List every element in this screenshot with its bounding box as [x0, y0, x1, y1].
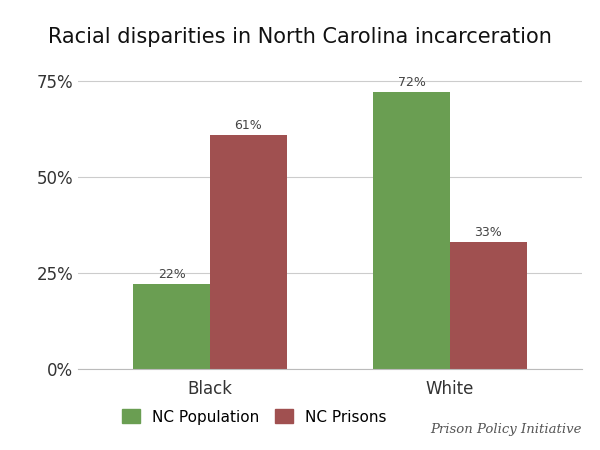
Bar [450, 242, 527, 369]
Text: 61%: 61% [235, 119, 262, 131]
Legend: NC Population, NC Prisons: NC Population, NC Prisons [116, 403, 393, 431]
Bar [133, 284, 210, 369]
Bar [210, 135, 287, 369]
Text: 72%: 72% [398, 76, 425, 90]
Text: Prison Policy Initiative: Prison Policy Initiative [431, 423, 582, 436]
Bar [373, 92, 450, 369]
Text: 33%: 33% [475, 226, 502, 239]
Text: 22%: 22% [158, 268, 185, 281]
Text: Racial disparities in North Carolina incarceration: Racial disparities in North Carolina inc… [48, 27, 552, 47]
